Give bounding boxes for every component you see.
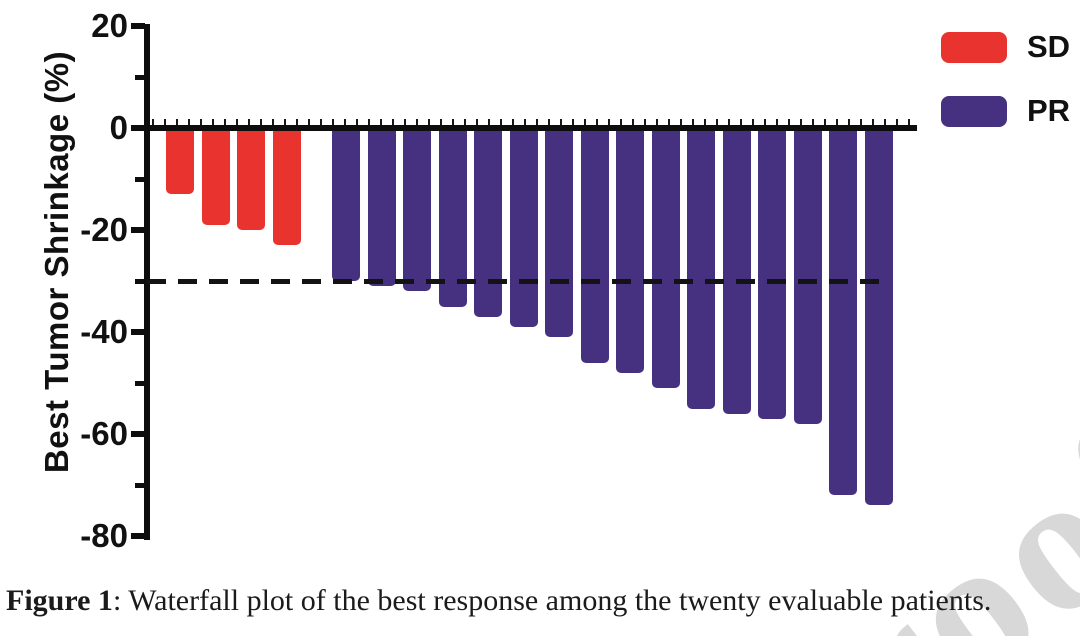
- y-tick-label: -80: [80, 517, 128, 554]
- bar-patient-9-pr: [474, 128, 502, 317]
- y-tick-label: 0: [109, 109, 128, 146]
- bar-patient-2-sd: [201, 128, 230, 225]
- bar-patient-8-pr: [438, 128, 467, 307]
- y-tick-label: -40: [80, 313, 128, 350]
- bar-patient-5-pr: [332, 128, 360, 281]
- bar-patient-1-sd: [166, 128, 194, 195]
- reference-line-minus-30: [147, 279, 887, 284]
- figure-caption-number: Figure 1: [6, 584, 113, 617]
- bar-patient-10-pr: [509, 128, 538, 327]
- y-tick-label: -60: [80, 415, 128, 452]
- legend-label-sd: SD: [1027, 29, 1071, 64]
- bar-patient-12-pr: [580, 128, 609, 363]
- bar-patient-17-pr: [758, 128, 786, 419]
- bar-patient-6-pr: [367, 128, 396, 287]
- zero-baseline: [144, 125, 917, 131]
- y-major-tick: [131, 431, 145, 437]
- bar-patient-11-pr: [545, 128, 573, 338]
- bar-patient-18-pr: [793, 128, 822, 424]
- bar-patient-7-pr: [403, 128, 431, 292]
- y-minor-tick: [135, 279, 145, 284]
- y-major-tick: [131, 227, 145, 233]
- y-tick-label: -20: [80, 211, 128, 248]
- y-minor-tick: [135, 75, 145, 80]
- figure-caption-text: : Waterfall plot of the best response am…: [112, 584, 992, 617]
- bar-patient-4-sd: [272, 128, 301, 246]
- y-major-tick: [131, 23, 145, 29]
- legend-item-pr: PR: [941, 93, 1070, 129]
- legend-label-pr: PR: [1027, 93, 1071, 128]
- bar-patient-16-pr: [722, 128, 751, 414]
- bar-patient-3-sd: [237, 128, 265, 230]
- y-tick-label: 20: [91, 7, 128, 44]
- y-major-tick: [131, 533, 145, 539]
- figure-caption: Figure 1: Waterfall plot of the best res…: [6, 584, 1080, 618]
- y-minor-tick: [135, 483, 145, 488]
- x-axis-tick-marks: [152, 119, 910, 125]
- y-major-tick: [131, 125, 145, 131]
- legend-item-sd: SD: [941, 29, 1070, 65]
- y-minor-tick: [135, 177, 145, 182]
- pr-color-swatch: [941, 95, 1007, 127]
- y-major-tick: [131, 329, 145, 335]
- bar-patient-20-pr: [864, 128, 893, 506]
- bar-patient-14-pr: [651, 128, 680, 389]
- y-minor-tick: [135, 381, 145, 386]
- bar-patient-19-pr: [829, 128, 857, 496]
- bar-patient-13-pr: [616, 128, 644, 373]
- sd-color-swatch: [941, 31, 1007, 63]
- bar-patient-15-pr: [687, 128, 715, 409]
